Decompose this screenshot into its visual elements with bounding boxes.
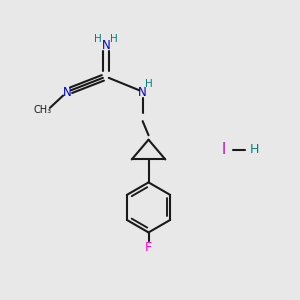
Text: H: H	[110, 34, 118, 44]
Text: CH₃: CH₃	[34, 105, 52, 115]
Text: N: N	[101, 39, 110, 52]
Text: H: H	[94, 34, 101, 44]
Text: N: N	[63, 86, 72, 99]
Text: F: F	[145, 241, 152, 254]
Text: I: I	[221, 142, 226, 158]
Text: H: H	[145, 79, 153, 89]
Text: N: N	[138, 86, 147, 99]
Text: H: H	[250, 143, 259, 157]
